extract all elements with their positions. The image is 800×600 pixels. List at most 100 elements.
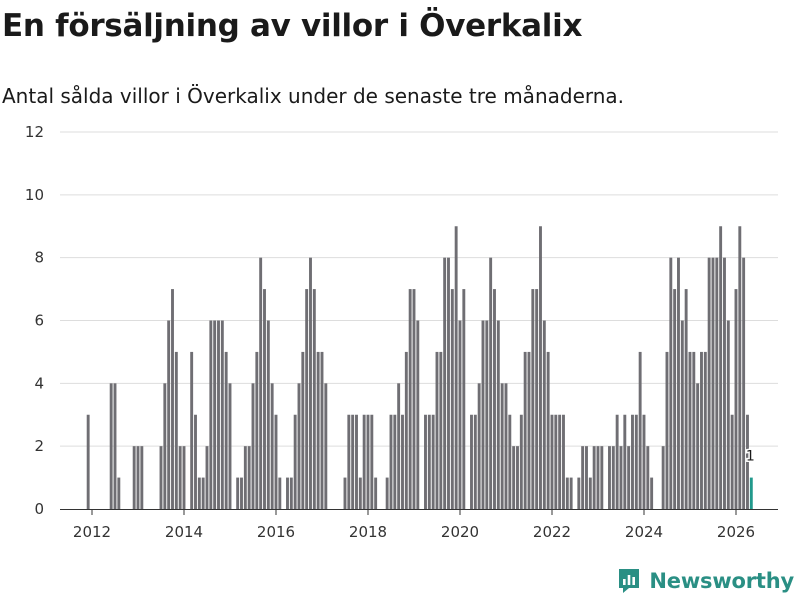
- bar: [715, 257, 719, 509]
- bar: [473, 414, 477, 509]
- bar: [703, 351, 707, 509]
- bar: [512, 446, 516, 509]
- bar: [546, 351, 550, 509]
- bar: [309, 257, 312, 509]
- y-tick-label: 4: [34, 374, 44, 392]
- bar: [320, 351, 324, 509]
- bar: [504, 383, 508, 509]
- bar: [738, 226, 742, 509]
- bar: [554, 414, 558, 509]
- bar: [565, 477, 569, 509]
- bar: [140, 446, 144, 509]
- y-tick-label: 8: [34, 249, 44, 267]
- bar: [661, 446, 665, 509]
- x-tick-label: 2018: [349, 523, 387, 541]
- bar: [190, 351, 194, 509]
- bar: [404, 351, 408, 509]
- bar: [389, 414, 393, 509]
- bar: [424, 414, 427, 509]
- bar: [109, 383, 113, 509]
- bar: [270, 383, 274, 509]
- bar: [696, 383, 700, 509]
- bar: [167, 320, 171, 509]
- bar: [458, 320, 462, 509]
- x-tick-label: 2026: [717, 523, 755, 541]
- bar: [220, 320, 224, 509]
- bar: [650, 477, 654, 509]
- y-tick-label: 6: [34, 312, 44, 330]
- bar: [581, 446, 585, 509]
- bar: [205, 446, 209, 509]
- y-tick-label: 2: [34, 437, 44, 455]
- bar: [523, 351, 527, 509]
- bar: [289, 477, 293, 509]
- y-tick-label: 0: [34, 500, 44, 518]
- bar: [596, 446, 600, 509]
- bar: [247, 446, 251, 509]
- bar: [481, 320, 485, 509]
- bar: [734, 289, 738, 509]
- y-tick-label: 10: [25, 186, 44, 204]
- bar: [366, 414, 370, 509]
- bar: [297, 383, 301, 509]
- bar: [443, 257, 447, 509]
- bar: [726, 320, 730, 509]
- bar: [171, 289, 174, 509]
- bar: [439, 351, 443, 509]
- bar: [243, 446, 247, 509]
- bar: [113, 383, 117, 509]
- bar: [209, 320, 213, 509]
- bar: [293, 414, 297, 509]
- bar: [343, 477, 347, 509]
- x-tick-label: 2012: [73, 523, 111, 541]
- bar: [236, 477, 240, 509]
- bar: [347, 414, 351, 509]
- bar: [500, 383, 504, 509]
- bar: [539, 226, 542, 509]
- latest-value-label: 1: [746, 449, 755, 465]
- bar: [305, 289, 309, 509]
- bar: [646, 446, 650, 509]
- bar: [201, 477, 205, 509]
- bar: [677, 257, 680, 509]
- x-tick-label: 2016: [257, 523, 295, 541]
- bar: [251, 383, 255, 509]
- bar: [228, 383, 232, 509]
- bar: [397, 383, 401, 509]
- newsworthy-logo-icon: [619, 569, 640, 593]
- bar: [324, 383, 328, 509]
- bar: [542, 320, 546, 509]
- bar: [431, 414, 435, 509]
- bar: [746, 414, 749, 509]
- bar: [665, 351, 669, 509]
- bar: [86, 414, 90, 509]
- bar: [412, 289, 416, 509]
- bar: [286, 477, 289, 509]
- bar: [742, 257, 746, 509]
- bar: [588, 477, 592, 509]
- bar: [723, 257, 726, 509]
- bar: [535, 289, 539, 509]
- bar: [274, 414, 278, 509]
- bar: [569, 477, 573, 509]
- bar: [462, 289, 466, 509]
- bar: [496, 320, 500, 509]
- bar: [182, 446, 186, 509]
- bar: [266, 320, 270, 509]
- bar: [213, 320, 217, 509]
- bar: [132, 446, 136, 509]
- bar: [312, 289, 316, 509]
- bar: [374, 477, 378, 509]
- bar: [362, 414, 366, 509]
- bar: [611, 446, 615, 509]
- bar: [240, 477, 243, 509]
- bar: [255, 351, 259, 509]
- newsworthy-logo[interactable]: Newsworthy: [617, 568, 794, 594]
- bar: [688, 351, 692, 509]
- bar: [730, 414, 734, 509]
- bar: [217, 320, 220, 509]
- bar: [692, 351, 696, 509]
- bar: [450, 289, 454, 509]
- y-tick-label: 12: [25, 123, 44, 141]
- bar: [416, 320, 420, 509]
